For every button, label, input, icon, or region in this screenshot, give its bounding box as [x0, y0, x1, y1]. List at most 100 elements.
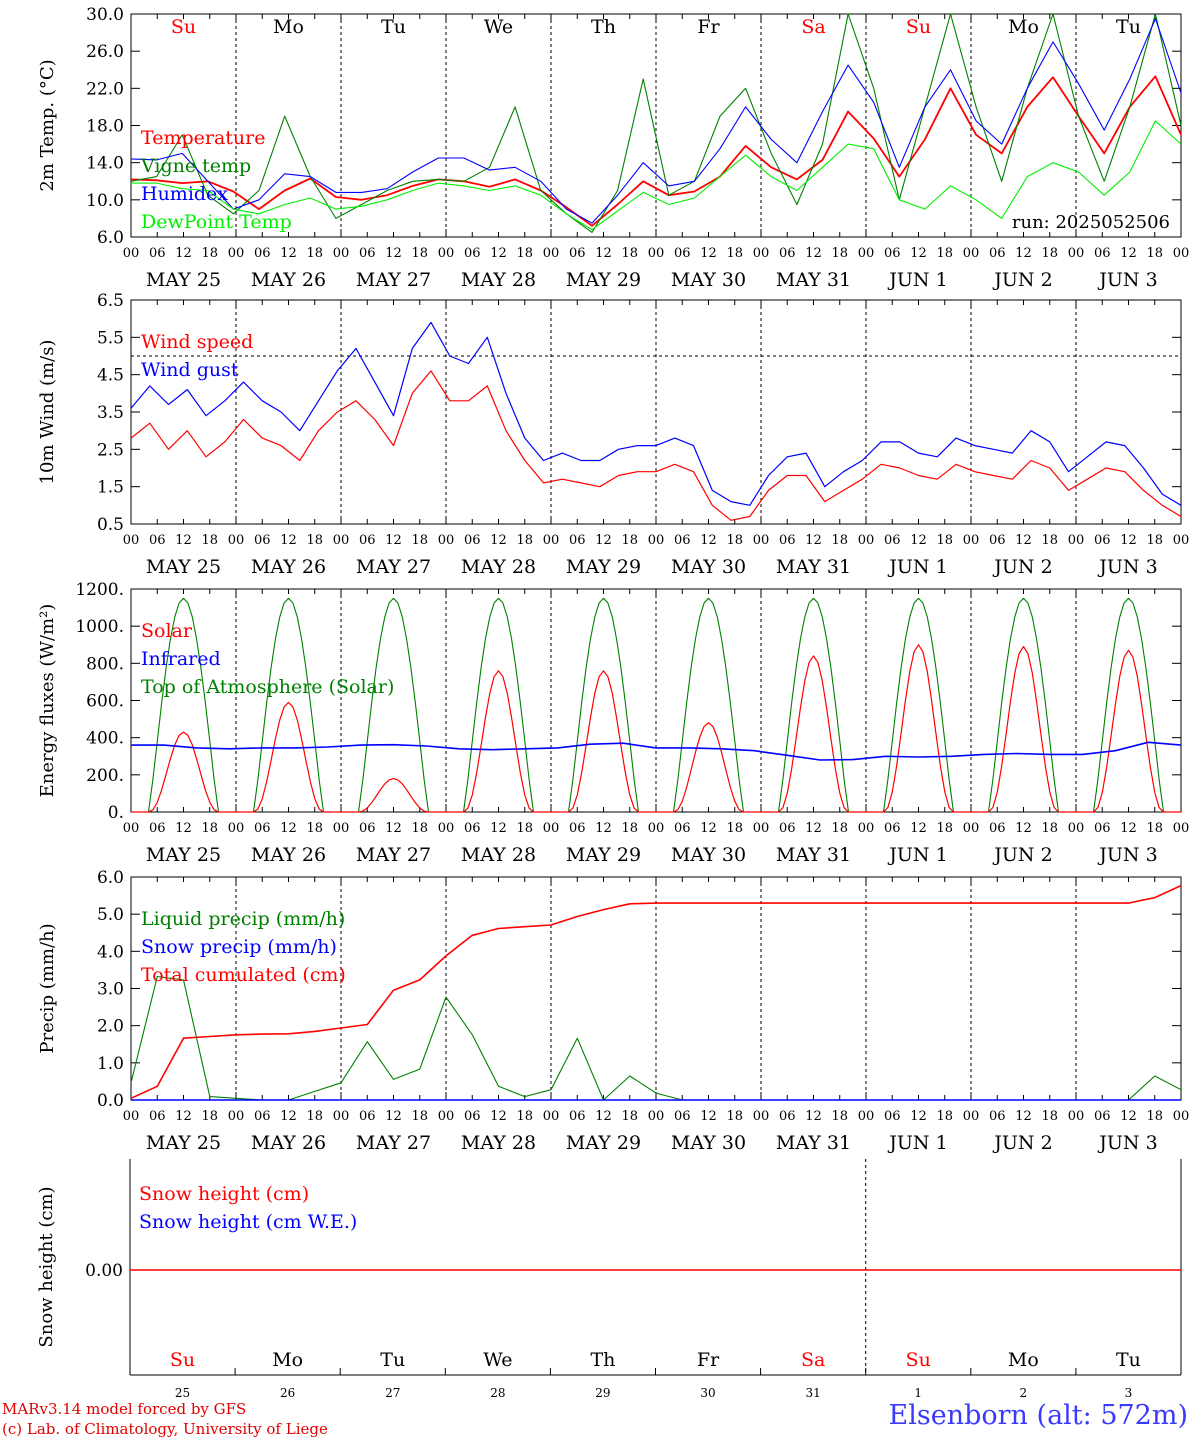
series-humidex: [130, 18, 1182, 224]
hour-label: 12: [595, 821, 612, 836]
hour-label: 18: [306, 821, 323, 836]
hour-label: 00: [543, 246, 560, 261]
hour-label: 00: [438, 1109, 455, 1124]
hour-label: 00: [123, 533, 140, 548]
hour-label: 06: [149, 533, 166, 548]
hour-label: 18: [306, 1109, 323, 1124]
legend-snow-height-cm-we: Snow height (cm W.E.): [139, 1211, 357, 1233]
hour-label: 12: [1120, 1109, 1137, 1124]
hour-label: 06: [464, 246, 481, 261]
legend-solar: Solar: [141, 620, 193, 642]
y-tick-label: 1000.: [75, 617, 124, 637]
y-tick-label: 30.0: [86, 5, 124, 25]
hour-label: 00: [333, 1109, 350, 1124]
day-label: MAY 26: [251, 556, 326, 578]
legend-infrared: Infrared: [141, 648, 221, 670]
panel-frame-3: [130, 588, 1182, 813]
hour-label: 06: [149, 246, 166, 261]
weekday-label: Mo: [273, 16, 304, 38]
hour-label: 00: [333, 821, 350, 836]
legend-wind-gust: Wind gust: [141, 359, 239, 381]
hour-label: 12: [595, 1109, 612, 1124]
hour-label: 06: [254, 1109, 271, 1124]
day-label: MAY 28: [461, 844, 536, 866]
hour-label: 18: [936, 246, 953, 261]
hour-label: 06: [884, 1109, 901, 1124]
series-dewpoint-temp: [131, 120, 1182, 231]
weekday-label: Sa: [801, 16, 825, 38]
y-axis-title: 10m Wind (m/s): [37, 340, 58, 485]
hour-label: 06: [464, 821, 481, 836]
day-label: MAY 30: [671, 844, 746, 866]
station-label: Elsenborn (alt: 572m): [888, 1400, 1188, 1431]
weekday-label: Tu: [380, 1349, 405, 1371]
day-label: MAY 29: [566, 844, 641, 866]
hour-label: 18: [1146, 246, 1163, 261]
day-label: JUN 3: [1097, 269, 1157, 291]
hour-label: 00: [543, 821, 560, 836]
hour-label: 12: [1120, 246, 1137, 261]
hour-label: 18: [201, 821, 218, 836]
hour-label: 12: [700, 821, 717, 836]
hour-label: 12: [175, 533, 192, 548]
hour-label: 12: [175, 246, 192, 261]
hour-label: 06: [1094, 246, 1111, 261]
y-tick-label: 22.0: [86, 79, 124, 99]
hour-label: 06: [254, 821, 271, 836]
day-label: MAY 25: [146, 1132, 221, 1154]
hour-label: 12: [280, 533, 297, 548]
day-label: MAY 30: [671, 269, 746, 291]
weekday-label: Fr: [697, 16, 720, 38]
hour-label: 00: [543, 1109, 560, 1124]
day-label: JUN 1: [887, 556, 947, 578]
hour-label: 06: [359, 821, 376, 836]
hour-label: 12: [700, 1109, 717, 1124]
hour-label: 12: [910, 1109, 927, 1124]
hour-label: 00: [753, 821, 770, 836]
hour-label: 00: [858, 1109, 875, 1124]
y-tick-label: 2.5: [97, 440, 124, 460]
hour-label: 18: [831, 533, 848, 548]
hour-label: 00: [123, 246, 140, 261]
day-label: MAY 29: [566, 556, 641, 578]
hour-label: 00: [753, 1109, 770, 1124]
weekday-label: Su: [171, 16, 196, 38]
hour-label: 00: [858, 533, 875, 548]
hour-label: 18: [1146, 1109, 1163, 1124]
hour-label: 06: [989, 821, 1006, 836]
y-tick-label: 1.5: [97, 478, 124, 498]
hour-label: 06: [674, 246, 691, 261]
day-number: 31: [806, 1386, 821, 1400]
y-tick-label: 2.0: [97, 1017, 124, 1037]
series-solar: [131, 644, 1181, 813]
hour-label: 00: [648, 533, 665, 548]
day-label: JUN 1: [887, 1132, 947, 1154]
hour-label: 00: [1173, 821, 1190, 836]
day-label: MAY 31: [776, 1132, 851, 1154]
hour-label: 00: [543, 533, 560, 548]
hour-label: 18: [1041, 246, 1058, 261]
hour-label: 18: [201, 1109, 218, 1124]
day-label: JUN 3: [1097, 556, 1157, 578]
hour-label: 06: [884, 533, 901, 548]
hour-label: 06: [989, 246, 1006, 261]
series-wind-speed: [130, 370, 1182, 521]
y-tick-label: 400.: [86, 729, 124, 749]
y-tick-label: 0.0: [97, 1091, 124, 1111]
hour-label: 12: [490, 1109, 507, 1124]
y-tick-label: 1200.: [75, 580, 124, 600]
day-label: JUN 2: [992, 556, 1052, 578]
hour-label: 00: [1173, 533, 1190, 548]
hour-label: 12: [385, 1109, 402, 1124]
hour-label: 18: [726, 246, 743, 261]
y-tick-label: 0.5: [97, 515, 124, 535]
hour-label: 18: [411, 1109, 428, 1124]
series-infrared: [131, 741, 1182, 761]
hour-label: 18: [516, 821, 533, 836]
hour-label: 00: [753, 533, 770, 548]
hour-label: 06: [464, 1109, 481, 1124]
weekday-label: Tu: [1116, 16, 1141, 38]
day-label: MAY 29: [566, 1132, 641, 1154]
weekday-label: Mo: [1008, 1349, 1039, 1371]
hour-label: 00: [963, 533, 980, 548]
